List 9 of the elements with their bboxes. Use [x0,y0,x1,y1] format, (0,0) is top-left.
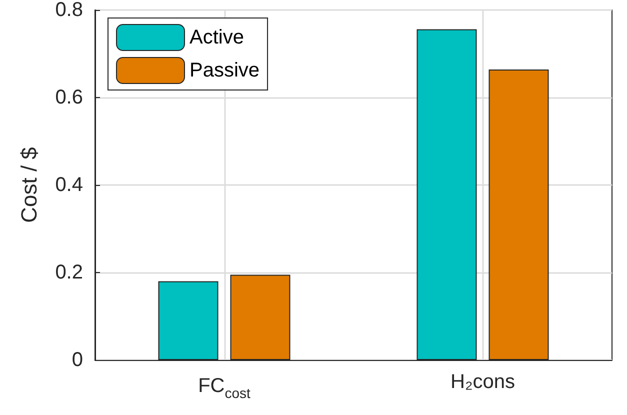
y-tick-label: 0.4 [55,174,83,196]
x-tick-label: H₂cons [450,371,515,393]
y-tick-label: 0.8 [55,0,83,21]
y-axis-title: Cost / $ [16,147,42,223]
legend-label: Active [190,26,244,48]
y-tick-label: 0.6 [55,86,83,108]
y-tick-label: 0 [72,349,83,371]
y-tick-label: 0.2 [55,262,83,284]
legend-label: Passive [190,60,260,82]
